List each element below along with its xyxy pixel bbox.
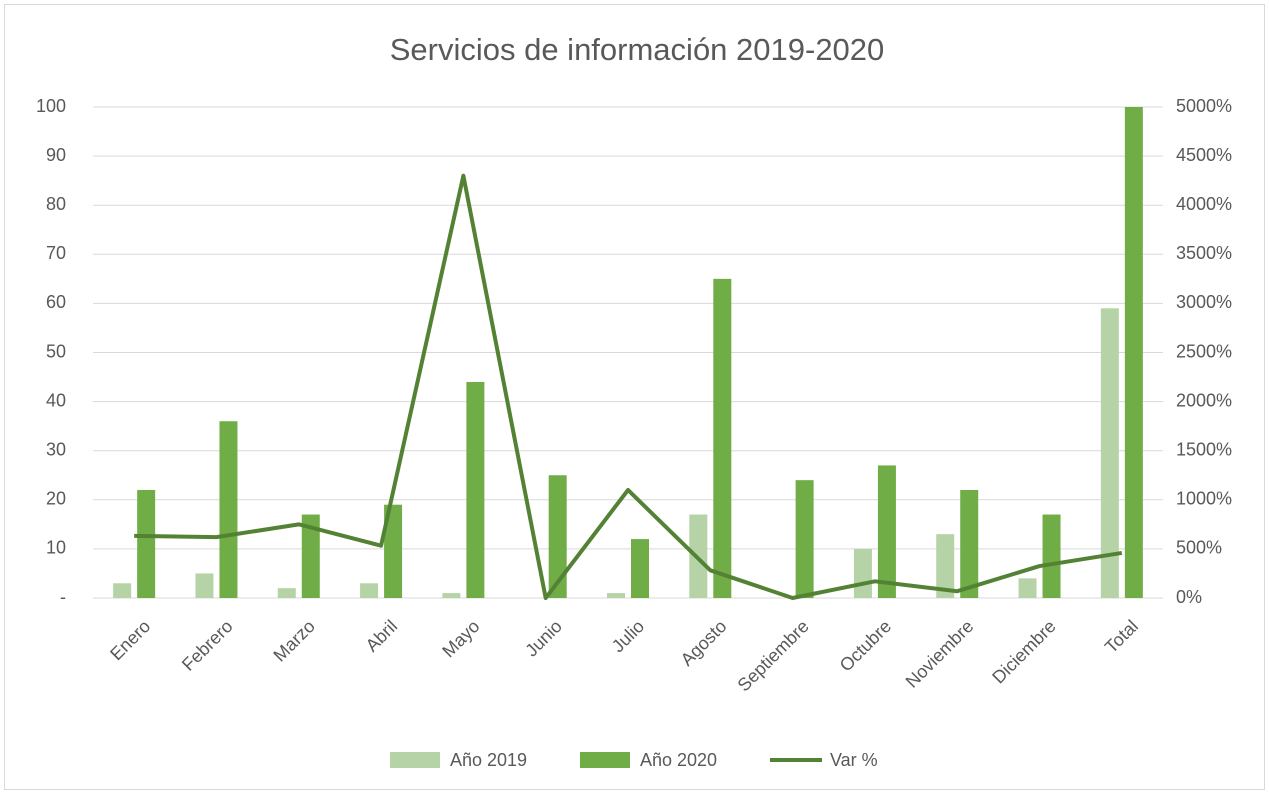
y2-tick-label: 2000% bbox=[1176, 390, 1232, 410]
y-tick-label: 60 bbox=[46, 292, 66, 312]
bar bbox=[960, 489, 979, 598]
bar bbox=[631, 539, 649, 598]
line-series bbox=[134, 173, 1123, 600]
bar bbox=[1124, 107, 1143, 598]
y2-tick-label: 4000% bbox=[1176, 194, 1232, 214]
y-tick-label: 90 bbox=[46, 145, 66, 165]
bar bbox=[1042, 514, 1061, 598]
bar bbox=[137, 489, 156, 598]
y2-tick-label: 3000% bbox=[1176, 292, 1232, 312]
y-tick-label: 100 bbox=[36, 96, 66, 116]
bar bbox=[853, 548, 872, 598]
bar bbox=[1018, 578, 1037, 598]
y2-tick-label: 500% bbox=[1176, 538, 1222, 558]
y2-tick-label: 4500% bbox=[1176, 145, 1232, 165]
bar bbox=[936, 534, 955, 598]
bar bbox=[713, 278, 732, 598]
bar bbox=[1100, 308, 1119, 598]
bar bbox=[195, 573, 214, 598]
y-tick-label: 50 bbox=[46, 341, 66, 361]
y2-tick-label: 1500% bbox=[1176, 439, 1232, 459]
chart-border bbox=[4, 4, 1265, 790]
bar bbox=[795, 480, 814, 598]
y2-tick-label: 5000% bbox=[1176, 96, 1232, 116]
y2-tick-label: 3500% bbox=[1176, 243, 1232, 263]
legend-swatch bbox=[390, 752, 440, 768]
y-tick-label: 30 bbox=[46, 439, 66, 459]
bar bbox=[466, 381, 485, 598]
y-tick-label: 20 bbox=[46, 489, 66, 509]
bar bbox=[877, 465, 896, 598]
bar bbox=[607, 593, 625, 598]
bar bbox=[360, 583, 379, 598]
bar bbox=[548, 475, 567, 598]
legend-label: Año 2020 bbox=[640, 750, 717, 770]
y2-tick-label: 2500% bbox=[1176, 341, 1232, 361]
y2-tick-label: 0% bbox=[1176, 587, 1202, 607]
y-tick-label: 10 bbox=[46, 538, 66, 558]
y2-tick-label: 1000% bbox=[1176, 489, 1232, 509]
bar bbox=[219, 421, 238, 598]
bar bbox=[301, 514, 320, 598]
plot-area bbox=[113, 107, 1143, 598]
bar bbox=[384, 504, 403, 598]
bar bbox=[442, 593, 461, 598]
y-tick-label: - bbox=[60, 587, 66, 607]
y-tick-label: 70 bbox=[46, 243, 66, 263]
legend-label: Var % bbox=[830, 750, 878, 770]
chart-title: Servicios de información 2019-2020 bbox=[390, 32, 885, 67]
bar bbox=[113, 583, 132, 598]
legend-swatch bbox=[580, 752, 630, 768]
y-tick-label: 80 bbox=[46, 194, 66, 214]
y-tick-label: 40 bbox=[46, 390, 66, 410]
legend-label: Año 2019 bbox=[450, 750, 527, 770]
bar bbox=[277, 588, 296, 598]
